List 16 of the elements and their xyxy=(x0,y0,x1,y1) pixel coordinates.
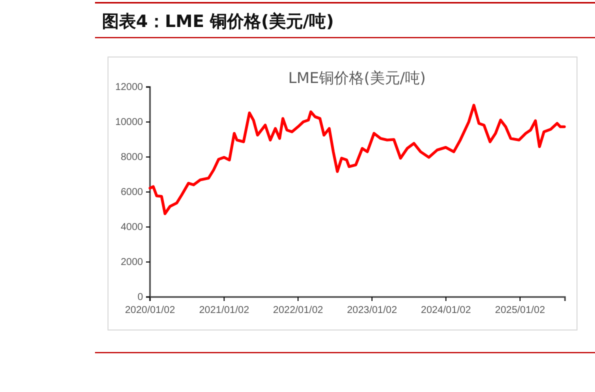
y-tick-label: 8000 xyxy=(120,152,144,164)
y-tick-label: 4000 xyxy=(120,222,144,234)
line-series xyxy=(148,104,566,216)
y-tick-label: 12000 xyxy=(115,82,144,94)
text: 图表4：LME 铜价格(美元/吨) xyxy=(102,12,334,32)
y-tick-label: 2000 xyxy=(120,257,144,268)
x-tick-label: 2022/01/02 xyxy=(273,305,324,316)
x-tick-label: 2024/01/02 xyxy=(420,305,472,316)
x-tick-label: 2023/01/02 xyxy=(346,305,398,316)
x-tick-label: 2021/01/02 xyxy=(199,305,250,316)
x-tick-label: 2025/01/02 xyxy=(495,305,546,316)
y-tick-label: 0 xyxy=(137,292,144,304)
x-tick-label: 2020/01/02 xyxy=(124,305,176,316)
y-tick-label: 6000 xyxy=(120,187,144,198)
y-tick-label: 10000 xyxy=(115,117,144,128)
chart-title: LME铜价格(美元/吨) xyxy=(288,69,426,87)
